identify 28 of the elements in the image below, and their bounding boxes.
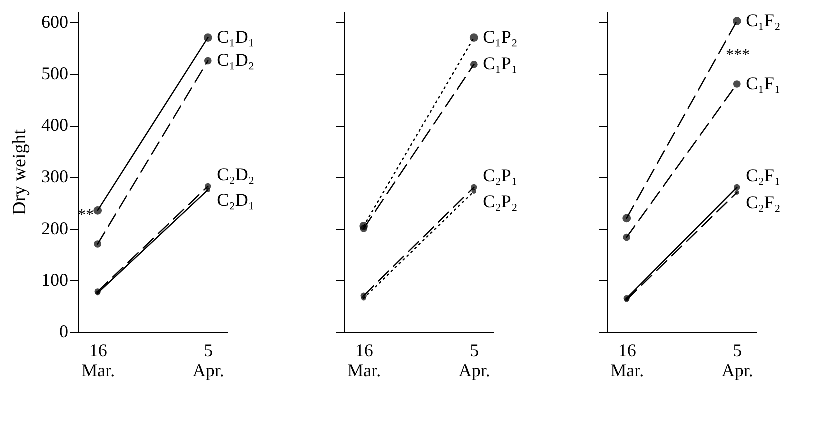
y-tick-label: 500: [42, 63, 68, 84]
annotation: ***: [726, 47, 750, 64]
series-label: C₁P₁: [483, 54, 518, 74]
x-tick-label: 5 Apr.: [458, 340, 490, 380]
x-tick-label: 5 Apr.: [192, 340, 224, 380]
y-axis-title: Dry weight: [10, 128, 30, 216]
series-label: C₂D₂: [217, 164, 255, 184]
x-tick-label: 5 Apr.: [722, 340, 754, 380]
series-label: C₂F₁: [746, 165, 781, 186]
annotation: **: [78, 207, 94, 224]
series-label: C₁D₂: [217, 50, 255, 70]
y-tick-label: 100: [42, 270, 68, 290]
series-label: C₂P₂: [483, 192, 518, 212]
series-label: C₂F₂: [746, 192, 781, 213]
x-tick-label: 16 Mar.: [610, 340, 644, 380]
series-label: C₁F₂: [746, 10, 781, 30]
series-label: C₂P₁: [483, 165, 518, 186]
series-label: C₂D₁: [217, 190, 255, 210]
x-tick-label: 16 Mar.: [82, 340, 116, 380]
series-label: C₁P₂: [483, 26, 518, 47]
x-tick-label: 16 Mar.: [348, 340, 382, 380]
y-tick-label: 300: [42, 166, 68, 187]
series-label: C₁F₁: [746, 73, 781, 94]
y-tick-label: 600: [42, 12, 68, 32]
series-label: C₁D₁: [217, 26, 255, 47]
y-tick-label: 400: [42, 115, 68, 136]
y-tick-label: 200: [42, 218, 68, 238]
y-tick-label: 0: [60, 322, 68, 342]
